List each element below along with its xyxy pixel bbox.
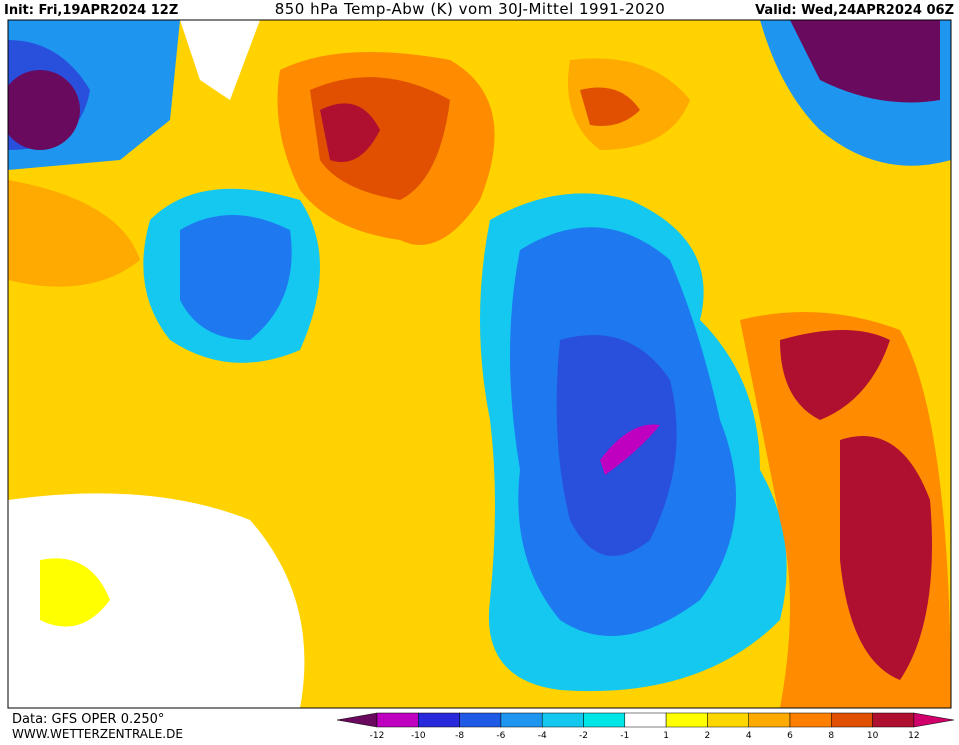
legend-tick-label: -8: [455, 731, 464, 741]
legend-tick-label: 6: [787, 731, 793, 741]
legend-box: [376, 712, 419, 728]
map-title: 850 hPa Temp-Abw (K) vom 30J-Mittel 1991…: [275, 0, 666, 18]
legend-tick-label: -6: [496, 731, 505, 741]
legend-box: [418, 712, 460, 728]
legend-box: [831, 712, 873, 728]
legend-tick-label: 2: [705, 731, 711, 741]
legend-tick-label: -4: [538, 731, 547, 741]
legend-tick-label: 8: [828, 731, 834, 741]
legend-box: [459, 712, 502, 728]
init-time: Init: Fri,19APR2024 12Z: [4, 3, 178, 18]
website: WWW.WETTERZENTRALE.DE: [12, 727, 183, 741]
legend-box: [583, 712, 626, 728]
legend-box: [665, 712, 708, 728]
legend-box: [500, 712, 543, 728]
legend-tick-label: -2: [579, 731, 588, 741]
legend-tick-label: 4: [746, 731, 752, 741]
legend-tick-label: -10: [411, 731, 426, 741]
legend-tick-label: -12: [370, 731, 385, 741]
legend-tick-label: -1: [620, 731, 629, 741]
valid-time: Valid: Wed,24APR2024 06Z: [755, 3, 954, 18]
legend-tick-label: 12: [908, 731, 919, 741]
legend-tick-label: 1: [663, 731, 669, 741]
data-source: Data: GFS OPER 0.250°: [12, 712, 164, 727]
map: [7, 19, 952, 709]
legend-box: [624, 712, 667, 728]
legend-arrow: [913, 712, 954, 728]
legend-box: [872, 712, 915, 728]
legend-tick-label: 10: [867, 731, 879, 741]
color-legend: -12 -10 -8 -6 -4 -2 -1 1 2 4 6 8 10 12: [336, 712, 954, 741]
legend-box: [789, 712, 832, 728]
legend-box: [748, 712, 791, 728]
legend-box: [707, 712, 749, 728]
legend-box: [541, 712, 584, 728]
